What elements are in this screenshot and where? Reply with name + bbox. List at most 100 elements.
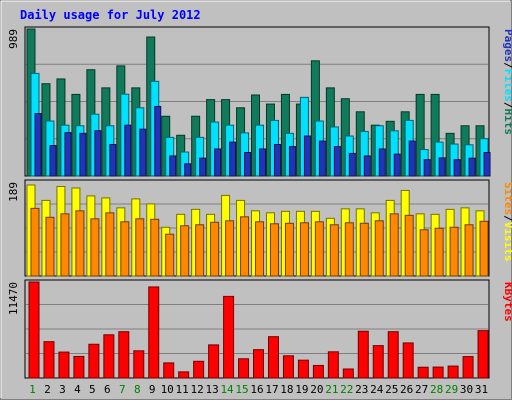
day-label: 8 — [134, 383, 141, 396]
bar-kbytes — [402, 342, 414, 379]
legend-token: / — [502, 215, 512, 222]
bar-kbytes — [253, 349, 265, 379]
bar-pages — [214, 148, 222, 177]
ymax-label-hits: 989 — [7, 29, 20, 49]
ymax-label-visits: 189 — [7, 182, 20, 202]
legend-hits: Pages/Files/Hits — [502, 29, 512, 135]
bar-sites — [135, 218, 145, 277]
day-label: 23 — [355, 383, 368, 396]
bar-kbytes — [28, 281, 40, 379]
bar-sites — [45, 216, 55, 277]
legend-kbytes: KBytes — [502, 282, 512, 322]
bar-pages — [288, 146, 296, 177]
bar-pages — [423, 159, 431, 177]
bar-sites — [374, 220, 384, 277]
bar-kbytes — [372, 345, 384, 379]
bar-sites — [30, 207, 40, 277]
day-label: 12 — [191, 383, 204, 396]
bar-sites — [180, 225, 190, 277]
bar-kbytes — [178, 371, 190, 379]
day-label: 17 — [265, 383, 278, 396]
bar-sites — [464, 224, 474, 277]
bar-pages — [393, 153, 401, 177]
day-label: 5 — [89, 383, 96, 396]
day-label: 22 — [340, 383, 353, 396]
day-label: 16 — [250, 383, 263, 396]
bar-sites — [419, 229, 429, 277]
bar-kbytes — [342, 368, 354, 379]
bar-sites — [299, 222, 309, 277]
bar-pages — [34, 113, 42, 177]
bar-sites — [404, 214, 414, 277]
bar-kbytes — [417, 366, 429, 379]
bar-pages — [333, 146, 341, 177]
ymax-label-kbytes: 11470 — [7, 282, 20, 315]
bar-pages — [378, 148, 386, 177]
bar-kbytes — [357, 330, 369, 379]
bar-pages — [49, 145, 57, 177]
bar-pages — [79, 132, 87, 177]
bar-pages — [468, 157, 476, 177]
bar-sites — [344, 222, 354, 277]
bar-sites — [314, 221, 324, 277]
day-label: 2 — [44, 383, 51, 396]
bar-pages — [438, 157, 446, 177]
bar-sites — [240, 216, 250, 277]
legend-token: KBytes — [502, 282, 512, 322]
day-label: 24 — [370, 383, 384, 396]
day-label: 7 — [119, 383, 126, 396]
bar-kbytes — [447, 365, 459, 379]
day-label: 11 — [176, 383, 189, 396]
day-label: 29 — [445, 383, 458, 396]
bar-pages — [199, 157, 207, 177]
bar-sites — [449, 226, 459, 277]
day-label: 13 — [205, 383, 218, 396]
bar-kbytes — [282, 355, 294, 379]
bar-pages — [273, 143, 281, 177]
bar-kbytes — [432, 366, 444, 379]
legend-token: Files — [502, 69, 512, 102]
bar-kbytes — [267, 336, 279, 379]
bar-pages — [139, 128, 147, 177]
bar-pages — [64, 132, 72, 177]
bar-kbytes — [193, 360, 205, 379]
bar-kbytes — [462, 356, 474, 379]
day-label: 14 — [220, 383, 234, 396]
legend-token: Sites — [502, 182, 512, 215]
bar-pages — [363, 155, 371, 177]
bar-pages — [124, 124, 132, 177]
bar-kbytes — [223, 295, 235, 379]
bar-kbytes — [163, 362, 175, 379]
bar-sites — [359, 222, 369, 277]
day-label: 9 — [149, 383, 156, 396]
bar-sites — [434, 227, 444, 277]
bar-kbytes — [73, 355, 85, 379]
bar-sites — [105, 212, 115, 277]
bar-pages — [318, 140, 326, 177]
day-label: 26 — [400, 383, 413, 396]
bar-sites — [389, 213, 399, 277]
bar-sites — [479, 220, 489, 277]
bar-sites — [284, 222, 294, 277]
bar-kbytes — [327, 351, 339, 379]
day-label: 27 — [415, 383, 428, 396]
day-label: 19 — [295, 383, 308, 396]
day-label: 20 — [310, 383, 323, 396]
legend-token: Hits — [502, 109, 512, 136]
day-label: 18 — [280, 383, 293, 396]
bar-sites — [269, 223, 279, 277]
bar-pages — [169, 155, 177, 177]
bar-sites — [120, 221, 130, 277]
bar-kbytes — [208, 344, 220, 379]
legend-token: Visits — [502, 222, 512, 262]
bar-kbytes — [118, 331, 130, 379]
bar-pages — [408, 140, 416, 177]
day-label: 3 — [59, 383, 66, 396]
bar-sites — [255, 221, 265, 277]
bar-pages — [483, 152, 491, 177]
bar-pages — [259, 148, 267, 177]
day-label: 25 — [385, 383, 398, 396]
day-label: 6 — [104, 383, 111, 396]
bar-pages — [94, 130, 102, 177]
bar-kbytes — [297, 359, 309, 379]
